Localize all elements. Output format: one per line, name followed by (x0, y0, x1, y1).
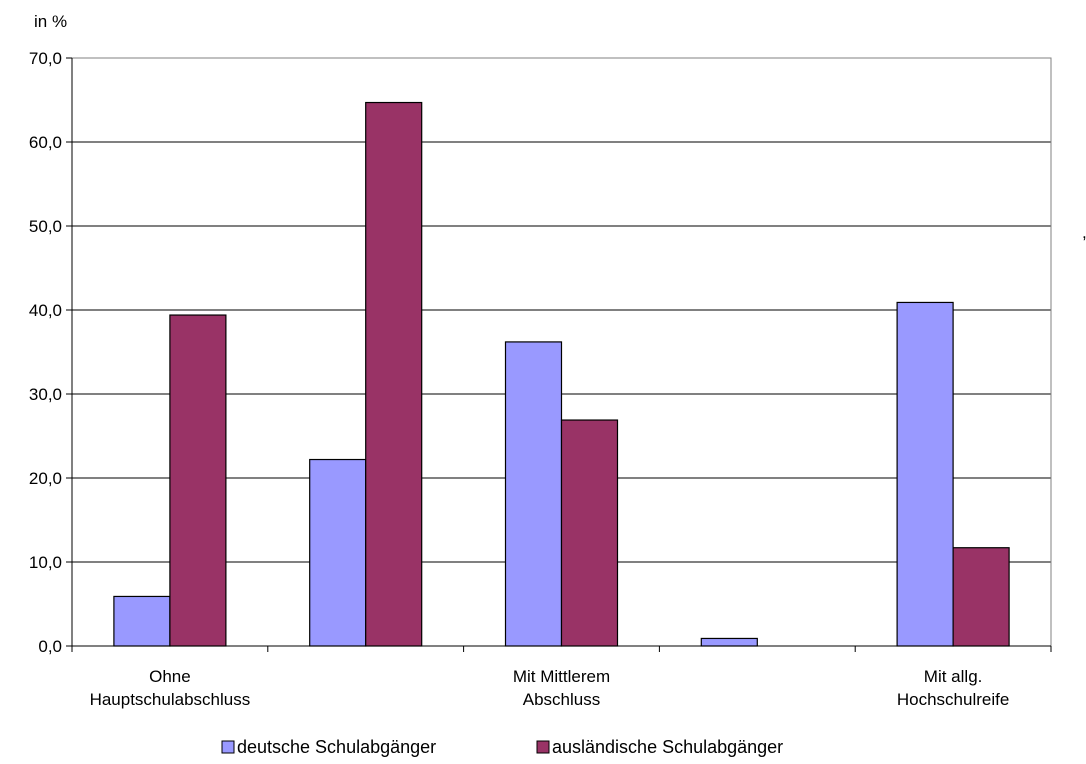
bar-auslaendische (560, 419, 619, 647)
bar-deutsche (309, 458, 367, 647)
bar-auslaendische (365, 101, 423, 647)
y-tick-label: 30,0 (29, 385, 62, 404)
legend-swatch (536, 740, 550, 754)
y-tick-label: 70,0 (29, 49, 62, 68)
bar-deutsche (113, 595, 171, 647)
x-category-labels: Ohne Hauptschulabschluss Mit Mittlerem Absc… (90, 667, 1010, 709)
x-category-label: Abschluss (523, 690, 600, 709)
bars (113, 101, 1010, 647)
bar-deutsche (700, 637, 758, 647)
y-unit-label: in % (34, 12, 67, 31)
bar-deutsche (504, 341, 563, 647)
x-category-label: Mit allg. (924, 667, 983, 686)
x-category-label: Hochschulreife (897, 690, 1009, 709)
bar-auslaendische (952, 547, 1010, 647)
y-tick-label: 60,0 (29, 133, 62, 152)
y-tick-label: 50,0 (29, 217, 62, 236)
x-category-label: Hauptschulabschluss (90, 690, 251, 709)
bar-deutsche (896, 301, 954, 647)
y-tick-label: 10,0 (29, 553, 62, 572)
legend-label: ausländische Schulabgänger (552, 737, 783, 757)
legend-label: deutsche Schulabgänger (237, 737, 436, 757)
legend-swatch (221, 740, 235, 754)
y-tick-label: 40,0 (29, 301, 62, 320)
y-tick-labels: 0,0 10,0 20,0 30,0 40,0 50,0 60,0 70,0 (29, 49, 62, 656)
y-tick-label: 0,0 (38, 637, 62, 656)
axes (66, 57, 1052, 652)
x-category-label: Ohne (149, 667, 191, 686)
x-category-label: Mit Mittlerem (513, 667, 610, 686)
y-tick-label: 20,0 (29, 469, 62, 488)
stray-mark: , (1082, 223, 1086, 242)
bar-auslaendische (169, 314, 227, 647)
legend: deutsche Schulabgänger ausländische Schul… (221, 737, 783, 757)
